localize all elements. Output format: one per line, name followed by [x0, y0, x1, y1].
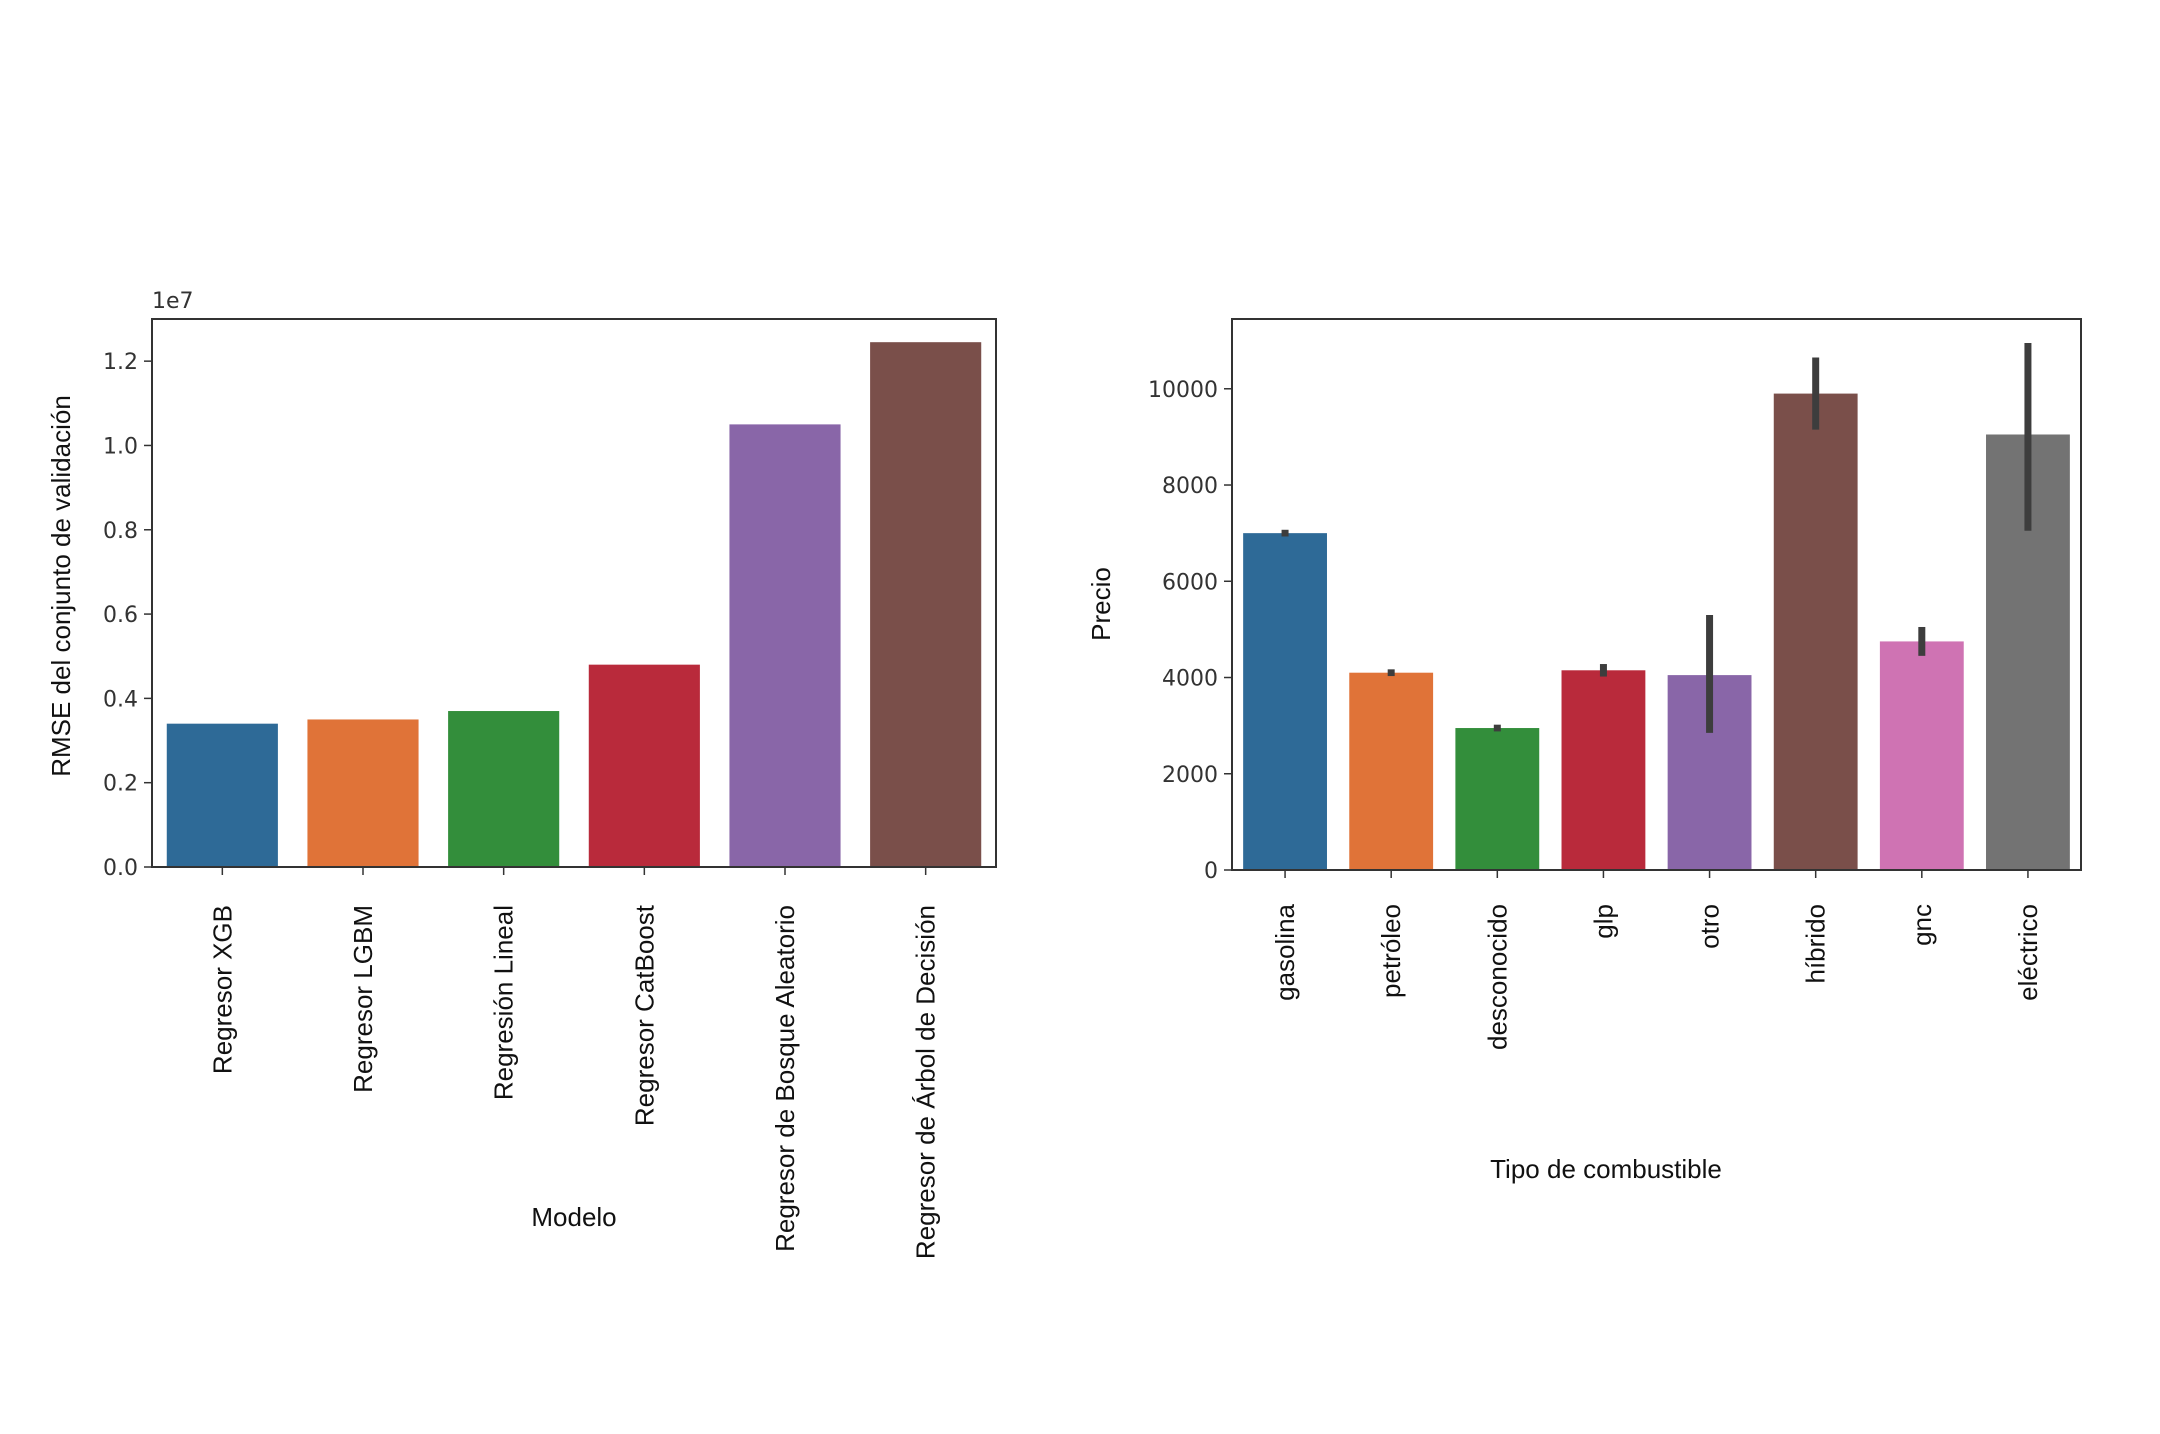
x-tick-label: Regresor LGBM — [348, 905, 378, 1093]
y-tick-label: 0.4 — [103, 687, 138, 712]
rmse-y-axis-ticks: 0.0 0.2 0.4 0.6 0.8 1.0 1.2 — [103, 350, 152, 881]
bar — [1455, 728, 1540, 870]
bar — [588, 664, 700, 867]
bar — [166, 723, 278, 867]
y-tick-label: 1.2 — [103, 350, 138, 375]
x-tick-label: gasolina — [1270, 903, 1300, 1000]
x-tick-label: híbrido — [1801, 904, 1831, 984]
x-tick-label: Regresor XGB — [207, 905, 237, 1074]
x-tick-label: otro — [1695, 904, 1725, 949]
y-tick-label: 6000 — [1162, 570, 1218, 595]
price-plot-frame — [1231, 318, 2082, 871]
rmse-x-axis-ticks: Regresor XGB Regresor LGBM Regresión Linea… — [207, 867, 941, 1259]
y-tick-label: 2000 — [1162, 763, 1218, 788]
x-tick-label: Regresor de Bosque Aleatorio — [770, 905, 800, 1252]
price-bars — [1243, 393, 2070, 870]
bar — [307, 719, 419, 867]
x-tick-label: Regresión Lineal — [489, 905, 519, 1100]
y-tick-label: 4000 — [1162, 667, 1218, 692]
bar — [448, 711, 560, 867]
x-tick-label: Regresor de Árbol de Decisión — [911, 905, 941, 1259]
price-x-axis-ticks: gasolina petróleo desconocido glp otro híbrid… — [1270, 870, 2043, 1050]
price-y-axis-ticks: 0 2000 4000 6000 8000 10000 — [1148, 378, 1232, 884]
bar — [1879, 641, 1964, 870]
bar — [1349, 672, 1434, 870]
y-tick-label: 10000 — [1148, 378, 1218, 403]
rmse-x-axis-title: Modelo — [531, 1202, 616, 1232]
price-x-axis-title: Tipo de combustible — [1490, 1154, 1722, 1184]
bar — [1773, 393, 1858, 870]
bar — [1561, 670, 1646, 870]
x-tick-label: desconocido — [1482, 904, 1512, 1050]
y-tick-label: 8000 — [1162, 474, 1218, 499]
rmse-chart: 0.00.20.40.60.81.01.2 Regresor XGB Regres… — [46, 289, 997, 1259]
y-tick-label: 0.2 — [103, 772, 138, 797]
rmse-bars — [166, 342, 982, 868]
bar — [729, 424, 841, 867]
bar — [1243, 533, 1327, 870]
price-chart: 0 2000 4000 6000 8000 10000 gasolina petróleo d… — [1086, 318, 2082, 1184]
y-tick-label: 0.6 — [103, 603, 138, 628]
bar — [870, 342, 982, 868]
rmse-offset-text: 1e7 — [152, 289, 194, 314]
y-tick-label: 0.0 — [103, 856, 138, 881]
rmse-y-axis-title: RMSE del conjunto de validación — [46, 395, 76, 777]
price-y-axis-title: Precio — [1086, 567, 1116, 641]
x-tick-label: glp — [1588, 904, 1618, 939]
x-tick-label: petróleo — [1376, 904, 1406, 998]
y-tick-label: 0 — [1204, 859, 1218, 884]
price-error-bars — [1281, 343, 2032, 733]
y-tick-label: 0.8 — [103, 519, 138, 544]
rmse-plot-frame — [151, 318, 997, 868]
x-tick-label: Regresor CatBoost — [629, 904, 659, 1126]
y-tick-label: 1.0 — [103, 434, 138, 459]
x-tick-label: eléctrico — [2013, 904, 2043, 1001]
x-tick-label: gnc — [1907, 904, 1937, 946]
